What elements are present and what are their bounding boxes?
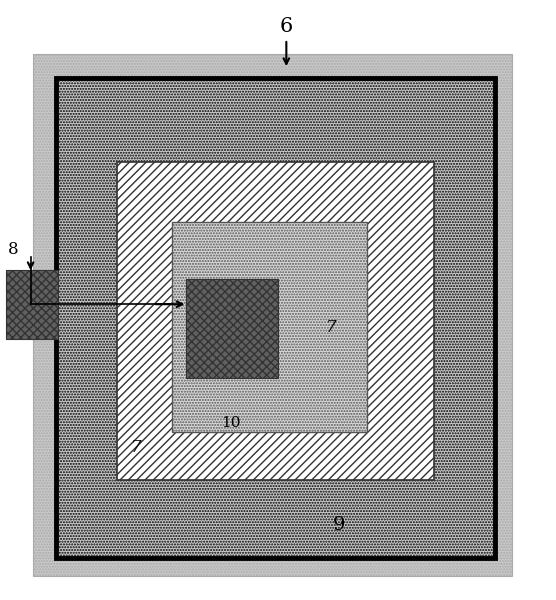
Bar <box>33 54 512 576</box>
Text: 9: 9 <box>333 516 345 534</box>
Text: 8: 8 <box>8 241 19 257</box>
Text: 10: 10 <box>221 416 241 430</box>
Text: 7: 7 <box>131 439 142 455</box>
Bar <box>6 270 58 339</box>
Bar <box>117 162 434 480</box>
Text: 7: 7 <box>325 319 336 335</box>
Bar <box>186 279 278 378</box>
Bar <box>172 222 367 432</box>
Text: 6: 6 <box>280 17 293 37</box>
Bar <box>56 78 495 558</box>
